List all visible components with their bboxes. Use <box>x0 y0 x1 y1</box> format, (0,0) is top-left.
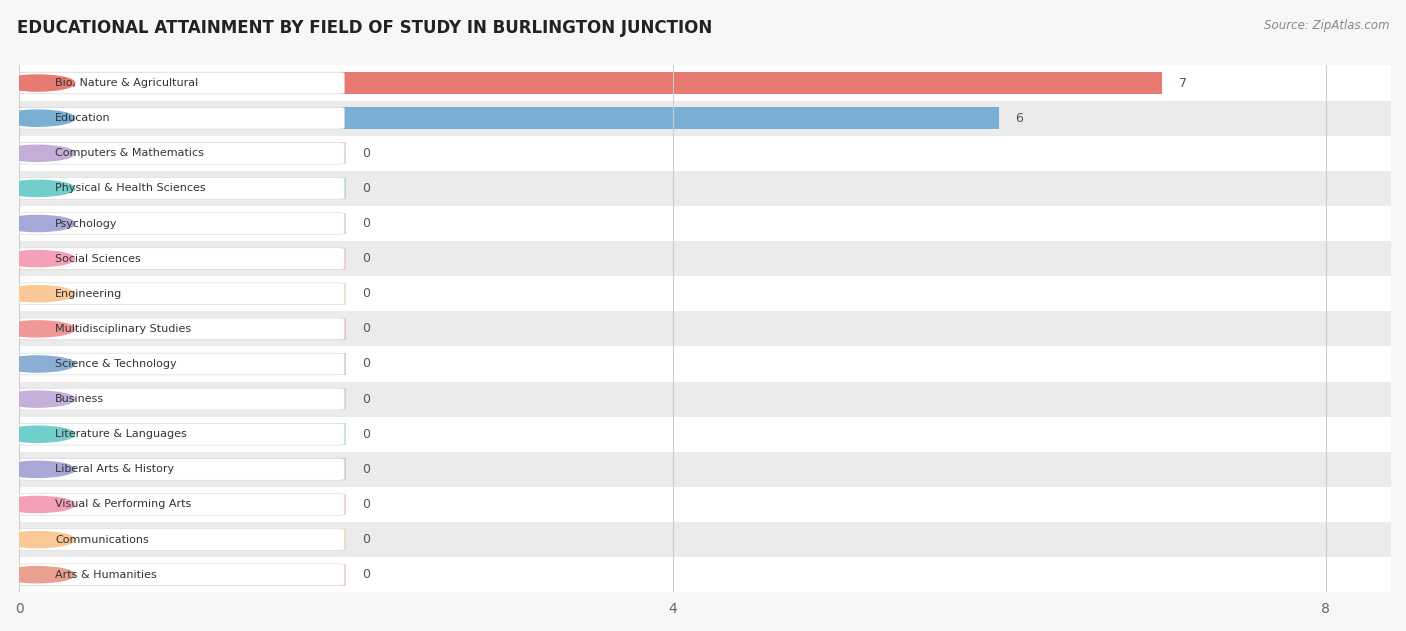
Bar <box>20 311 1391 346</box>
Circle shape <box>0 215 75 232</box>
Bar <box>20 318 346 339</box>
Bar <box>20 143 346 164</box>
Bar <box>20 452 1391 487</box>
Text: Arts & Humanities: Arts & Humanities <box>55 570 157 580</box>
Text: Physical & Health Sciences: Physical & Health Sciences <box>55 184 205 193</box>
Text: Business: Business <box>55 394 104 404</box>
FancyBboxPatch shape <box>20 248 344 269</box>
Circle shape <box>0 286 75 302</box>
FancyBboxPatch shape <box>20 564 344 586</box>
FancyBboxPatch shape <box>20 72 344 94</box>
Bar <box>20 459 346 480</box>
Text: Source: ZipAtlas.com: Source: ZipAtlas.com <box>1264 19 1389 32</box>
FancyBboxPatch shape <box>20 459 344 480</box>
Circle shape <box>0 75 75 91</box>
Text: 6: 6 <box>1015 112 1024 125</box>
FancyBboxPatch shape <box>20 423 344 445</box>
Bar <box>20 248 346 269</box>
Text: 0: 0 <box>363 533 370 546</box>
Bar <box>20 213 346 234</box>
FancyBboxPatch shape <box>20 388 344 410</box>
Text: 0: 0 <box>363 498 370 511</box>
Text: 0: 0 <box>363 358 370 370</box>
FancyBboxPatch shape <box>20 493 344 516</box>
Bar <box>20 388 346 410</box>
Bar <box>20 487 1391 522</box>
Bar <box>20 276 1391 311</box>
Bar <box>20 171 1391 206</box>
Text: 0: 0 <box>363 252 370 265</box>
Text: Psychology: Psychology <box>55 218 118 228</box>
Text: 0: 0 <box>363 463 370 476</box>
Text: 7: 7 <box>1178 76 1187 90</box>
FancyBboxPatch shape <box>20 213 344 234</box>
Circle shape <box>0 461 75 478</box>
Circle shape <box>0 180 75 196</box>
Bar <box>20 136 1391 171</box>
Text: Communications: Communications <box>55 534 149 545</box>
Bar <box>20 72 1163 94</box>
Bar <box>20 493 346 516</box>
Text: 0: 0 <box>363 428 370 440</box>
Text: Visual & Performing Arts: Visual & Performing Arts <box>55 500 191 509</box>
Text: 0: 0 <box>363 392 370 406</box>
Text: Engineering: Engineering <box>55 289 122 298</box>
FancyBboxPatch shape <box>20 529 344 550</box>
Text: Liberal Arts & History: Liberal Arts & History <box>55 464 174 475</box>
Circle shape <box>0 497 75 512</box>
Bar <box>20 564 346 586</box>
Bar <box>20 100 1391 136</box>
FancyBboxPatch shape <box>20 353 344 375</box>
FancyBboxPatch shape <box>20 318 344 339</box>
FancyBboxPatch shape <box>20 143 344 164</box>
Text: EDUCATIONAL ATTAINMENT BY FIELD OF STUDY IN BURLINGTON JUNCTION: EDUCATIONAL ATTAINMENT BY FIELD OF STUDY… <box>17 19 711 37</box>
Text: 0: 0 <box>363 322 370 336</box>
Text: Bio, Nature & Agricultural: Bio, Nature & Agricultural <box>55 78 198 88</box>
Text: Literature & Languages: Literature & Languages <box>55 429 187 439</box>
Text: Social Sciences: Social Sciences <box>55 254 141 264</box>
Bar <box>20 66 1391 100</box>
Text: Multidisciplinary Studies: Multidisciplinary Studies <box>55 324 191 334</box>
FancyBboxPatch shape <box>20 177 344 199</box>
Bar <box>20 416 1391 452</box>
Circle shape <box>0 251 75 267</box>
Bar <box>20 346 1391 382</box>
Bar <box>20 177 346 199</box>
Text: 0: 0 <box>363 287 370 300</box>
Text: 0: 0 <box>363 217 370 230</box>
Text: 0: 0 <box>363 147 370 160</box>
Bar <box>20 206 1391 241</box>
Bar <box>20 382 1391 416</box>
Circle shape <box>0 321 75 337</box>
Circle shape <box>0 391 75 407</box>
Circle shape <box>0 531 75 548</box>
Circle shape <box>0 426 75 442</box>
Bar <box>20 353 346 375</box>
Text: Science & Technology: Science & Technology <box>55 359 177 369</box>
Bar <box>20 423 346 445</box>
Text: 0: 0 <box>363 182 370 195</box>
Bar <box>20 283 346 305</box>
Bar <box>20 522 1391 557</box>
FancyBboxPatch shape <box>20 283 344 305</box>
Text: 0: 0 <box>363 569 370 581</box>
FancyBboxPatch shape <box>20 107 344 129</box>
Bar <box>20 107 1000 129</box>
Circle shape <box>0 110 75 126</box>
Text: Computers & Mathematics: Computers & Mathematics <box>55 148 204 158</box>
Circle shape <box>0 145 75 162</box>
Circle shape <box>0 567 75 583</box>
Bar <box>20 241 1391 276</box>
Bar <box>20 557 1391 593</box>
Text: Education: Education <box>55 113 111 123</box>
Circle shape <box>0 356 75 372</box>
Bar <box>20 529 346 550</box>
